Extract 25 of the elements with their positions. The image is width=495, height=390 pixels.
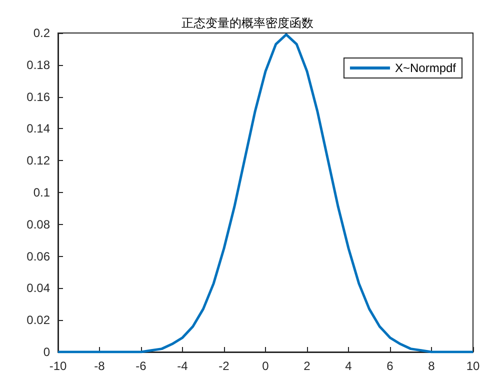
y-tick-label: 0.04 [26, 281, 50, 296]
y-tick-label: 0.18 [26, 58, 50, 72]
x-tick-label: -4 [177, 359, 188, 373]
y-tick-label: 0.12 [26, 154, 50, 168]
x-tick-label: -10 [49, 359, 67, 373]
x-tick-label: -8 [94, 359, 106, 373]
legend-label: X~Normpdf [394, 61, 457, 75]
y-tick-label: 0.02 [26, 313, 50, 328]
y-tick-label: 0.14 [26, 122, 50, 136]
x-tick-label: 0 [262, 359, 270, 373]
x-tick-label: -2 [218, 359, 230, 373]
y-tick-label: 0.16 [26, 90, 50, 104]
x-tick-label: -6 [136, 359, 147, 373]
chart-title: 正态变量的概率密度函数 [182, 16, 314, 30]
y-tick-label: 0.2 [33, 26, 50, 40]
x-tick-label: 6 [386, 359, 394, 373]
y-tick-label: 0 [43, 345, 50, 359]
x-tick-label: 8 [428, 359, 436, 373]
line-series [56, 33, 474, 354]
x-tick-label: 4 [345, 359, 352, 373]
y-tick-label: 0.1 [33, 186, 50, 200]
y-tick-label: 0.06 [26, 249, 50, 264]
y-tick-label: 0.08 [26, 217, 50, 232]
x-tick-label: 2 [304, 359, 311, 373]
x-tick-label: 10 [466, 359, 480, 373]
